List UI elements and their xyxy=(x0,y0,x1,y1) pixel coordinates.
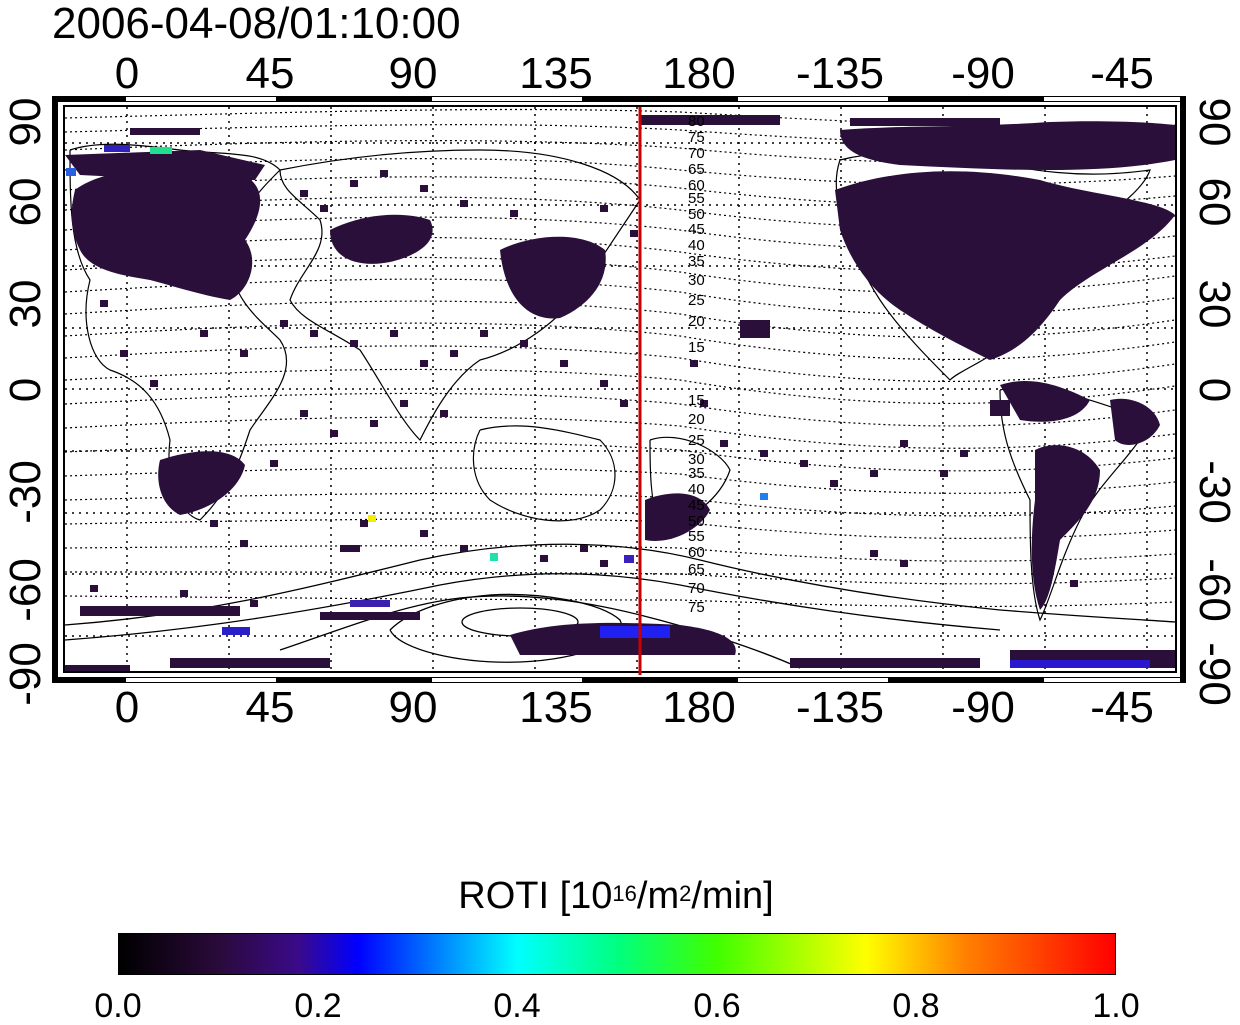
contour-value-label: 30 xyxy=(688,272,705,289)
bottom-lon-label: -90 xyxy=(951,683,1015,732)
colorbar-title-exponent: 16 xyxy=(612,881,637,906)
top-lon-label: 90 xyxy=(388,49,438,98)
bottom-lon-label: 180 xyxy=(662,683,736,732)
contour-value-label: 20 xyxy=(688,313,705,330)
roti-scatter xyxy=(90,170,1078,607)
left-lat-label: 60 xyxy=(1,177,50,227)
top-lon-label: 0 xyxy=(114,49,140,98)
colorbar-title-suffix: /min] xyxy=(691,875,774,917)
contour-value-label: 55 xyxy=(688,190,705,207)
right-lat-label: 90 xyxy=(1190,97,1239,147)
bottom-lon-label: -45 xyxy=(1090,683,1154,732)
colorbar-tick: 0.6 xyxy=(693,987,741,1025)
colorbar-title: ROTI [1016/m2/min] xyxy=(458,874,773,918)
contour-value-label: 55 xyxy=(688,528,705,545)
bottom-lon-label: 45 xyxy=(245,683,295,732)
contour-value-label: 75 xyxy=(688,129,705,146)
contour-value-label: 40 xyxy=(688,237,705,254)
colorbar-tick: 0.8 xyxy=(892,987,940,1025)
bottom-lon-label: -135 xyxy=(795,683,885,732)
contour-value-label: 20 xyxy=(688,411,705,428)
contour-value-label: 60 xyxy=(688,544,705,561)
contour-value-label: 65 xyxy=(688,161,705,178)
contour-value-label: 35 xyxy=(688,253,705,270)
colorbar-tick: 0.2 xyxy=(294,987,342,1025)
roti-high-values xyxy=(66,145,1150,668)
axis-bars xyxy=(52,96,1186,683)
left-lat-label: -60 xyxy=(1,558,50,622)
right-lat-label: 0 xyxy=(1190,377,1239,403)
contour-value-label: 15 xyxy=(688,392,705,409)
top-lon-label: -135 xyxy=(795,49,885,98)
magnetic-latitude-contours xyxy=(64,108,1176,608)
left-lat-label: -30 xyxy=(1,460,50,524)
contour-value-label: 50 xyxy=(688,206,705,223)
contour-value-label: 75 xyxy=(688,599,705,616)
axis-bar-gaps xyxy=(126,97,1180,682)
contour-value-label: 65 xyxy=(688,561,705,578)
colorbar-title-square: 2 xyxy=(679,881,692,906)
right-lat-label: -30 xyxy=(1190,460,1239,524)
top-lon-label: -90 xyxy=(951,49,1015,98)
top-lon-label: 135 xyxy=(519,49,593,98)
right-lat-label: -90 xyxy=(1190,642,1239,706)
contour-value-label: 30 xyxy=(688,451,705,468)
contour-value-label: 70 xyxy=(688,145,705,162)
colorbar-title-mid: /m xyxy=(636,875,680,917)
bottom-lon-label: 90 xyxy=(388,683,438,732)
left-lat-label: 30 xyxy=(1,279,50,329)
left-lat-label: 90 xyxy=(1,97,50,147)
right-lat-label: -60 xyxy=(1190,558,1239,622)
top-lon-label: -45 xyxy=(1090,49,1154,98)
colorbar xyxy=(118,933,1116,975)
contour-value-label: 45 xyxy=(688,497,705,514)
contour-value-labels: 8075706560555045403530252015152025303540… xyxy=(688,113,705,616)
contour-value-label: 80 xyxy=(688,113,705,130)
right-lat-label: 60 xyxy=(1190,177,1239,227)
right-lat-label: 30 xyxy=(1190,279,1239,329)
contour-value-label: 60 xyxy=(688,177,705,194)
bottom-lon-label: 0 xyxy=(114,683,140,732)
contour-value-label: 50 xyxy=(688,513,705,530)
roti-observations xyxy=(65,115,1175,671)
contour-value-label: 15 xyxy=(688,339,705,356)
colorbar-tick: 0.0 xyxy=(94,987,142,1025)
bottom-lon-label: 135 xyxy=(519,683,593,732)
contour-value-label: 70 xyxy=(688,580,705,597)
contour-value-label: 45 xyxy=(688,221,705,238)
left-lat-label: -90 xyxy=(1,642,50,706)
colorbar-title-prefix: ROTI [10 xyxy=(458,875,613,917)
colorbar-tick: 1.0 xyxy=(1092,987,1140,1025)
contour-value-label: 25 xyxy=(688,432,705,449)
contour-value-label: 40 xyxy=(688,481,705,498)
top-lon-label: 180 xyxy=(662,49,736,98)
left-lat-label: 0 xyxy=(1,377,50,403)
contour-value-label: 25 xyxy=(688,292,705,309)
top-lon-label: 45 xyxy=(245,49,295,98)
timestamp: 2006-04-08/01:10:00 xyxy=(52,0,461,48)
contour-value-label: 35 xyxy=(688,465,705,482)
colorbar-tick: 0.4 xyxy=(493,987,541,1025)
